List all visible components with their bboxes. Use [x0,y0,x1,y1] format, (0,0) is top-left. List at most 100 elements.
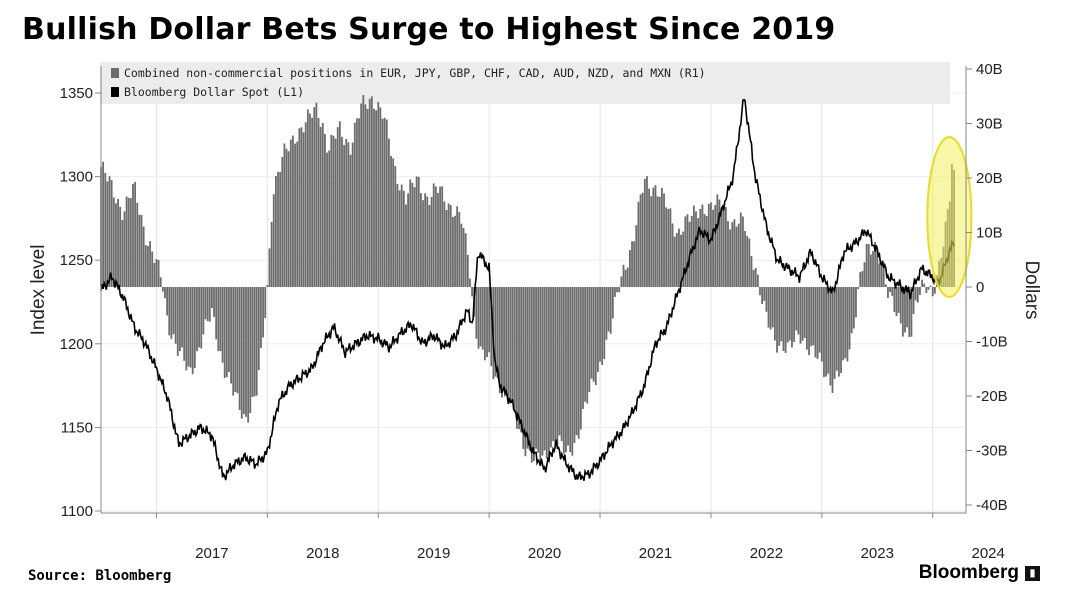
position-bar [234,287,237,393]
position-bar [735,226,738,287]
position-bar [230,287,232,384]
position-bar [458,212,461,287]
dollar-spot-line [100,98,955,481]
position-bar [806,287,808,350]
position-bar [127,197,130,287]
position-bar [415,176,418,287]
position-bar [684,216,687,287]
position-bar [692,205,695,287]
position-bar [710,202,712,287]
position-bar [867,244,870,287]
position-bar [368,98,371,287]
position-bar [731,222,734,287]
position-bar [675,232,678,287]
position-bar [106,181,109,287]
position-bar [394,166,397,287]
position-bar [398,190,401,287]
position-bar [844,287,847,359]
position-bar [496,287,499,379]
position-bar [727,221,729,287]
left-axis-ticks: 1100 1150 1200 1250 1300 1350 [60,85,101,520]
position-bar [663,193,665,287]
position-bar [605,287,608,340]
highlight-ellipse [926,136,973,298]
position-bar [865,243,868,287]
position-bar [161,287,164,292]
position-bar [321,122,324,287]
right-tick-label: -10B [976,334,1008,351]
position-bar [274,176,277,287]
position-bar [771,287,774,328]
position-bar [643,179,646,287]
position-bar [102,161,105,287]
position-bar [571,287,574,456]
position-bar [848,287,851,350]
position-bar [377,101,380,288]
position-bar [904,287,906,333]
position-bar [837,287,840,377]
position-bar [543,287,546,451]
position-bar [419,193,422,287]
position-bar [315,102,318,288]
position-bar [891,287,894,296]
position-bar [639,194,642,287]
right-tick-label: 20B [976,170,1003,187]
position-bar [603,287,606,360]
position-bar [129,198,132,287]
right-tick-label: -30B [976,443,1008,460]
position-bar [707,203,710,287]
position-bar [289,139,292,287]
position-bar [366,109,369,287]
position-bar [375,110,378,287]
position-bar [818,287,821,353]
position-bar [812,287,815,346]
position-bar [341,136,343,287]
position-bar [490,287,493,367]
position-bar [191,287,194,375]
position-bar [117,198,119,287]
position-bar [590,287,593,379]
position-bar [400,184,403,287]
position-bar [164,287,166,299]
position-bar [279,172,282,287]
position-bar [699,208,702,287]
position-bar [179,287,181,352]
position-bar [373,108,375,287]
position-bar [475,287,478,339]
position-bar [594,287,597,385]
position-bar [535,287,537,449]
position-bar [469,278,471,287]
position-bar [573,287,576,443]
position-bar [447,203,450,287]
position-bar [449,205,452,287]
right-tick-label: 0 [976,279,984,296]
position-bar [537,287,540,453]
position-bar [550,287,552,448]
position-bar [336,127,339,287]
position-bar [242,287,245,415]
position-bar [533,287,535,461]
x-axis-ticks: 2017 2018 2019 2020 2021 2022 2023 2024 [155,513,1005,562]
position-bar [223,287,226,379]
position-bar [454,215,456,287]
position-bar [513,287,516,413]
position-bar [701,204,704,287]
source-note: Source: Bloomberg [28,568,172,584]
position-bar [654,185,657,287]
position-bar [251,287,254,398]
left-tick-label: 1150 [61,419,93,436]
position-bar [210,287,213,309]
position-bar [616,287,618,293]
position-bar [225,287,228,377]
position-bar [245,287,247,417]
position-bar [788,287,791,341]
position-bar [170,287,173,339]
position-bar [686,214,689,287]
position-bar [759,287,761,296]
position-bar [215,287,218,340]
position-bar [560,287,563,442]
position-bar [669,208,672,287]
position-bar [434,186,437,287]
position-bar [228,287,230,373]
x-tick-label: 2023 [861,545,894,562]
